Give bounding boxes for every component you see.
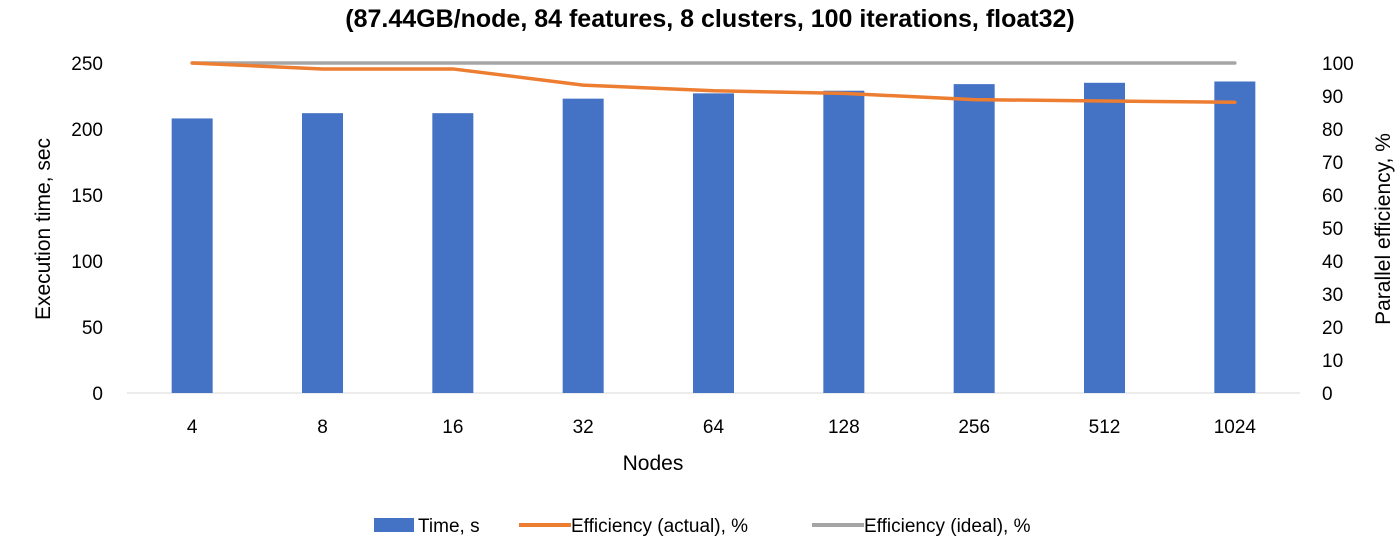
x-tick-label: 512: [1089, 417, 1121, 438]
y-tick-label: 150: [71, 186, 103, 207]
y-tick-label: 0: [92, 384, 103, 405]
bar-time-32: [562, 98, 604, 393]
x-tick-label: 256: [958, 417, 990, 438]
line-series: [190, 61, 1237, 105]
x-tick-label: 32: [573, 417, 594, 438]
y2-tick-label: 0: [1322, 384, 1333, 405]
x-tick-label: 128: [828, 417, 860, 438]
x-tick-label: 8: [317, 417, 328, 438]
y2-tick-label: 100: [1322, 54, 1354, 75]
bar-time-16: [432, 113, 474, 393]
y2-tick-label: 10: [1322, 351, 1343, 372]
legend: Time, s Efficiency (actual), % Efficiency …: [374, 516, 1031, 537]
bar-time-256: [953, 84, 995, 394]
y2-axis-ticks: 0 10 20 30 40 50 60 70 80 90 100: [1322, 54, 1354, 405]
legend-label: Time, s: [418, 516, 480, 537]
y2-tick-label: 40: [1322, 252, 1343, 273]
y-tick-label: 100: [71, 252, 103, 273]
bar-time-64: [693, 93, 734, 394]
y-axis-label: Execution time, sec: [32, 138, 55, 320]
x-tick-label: 1024: [1214, 417, 1257, 438]
bar-time-4: [171, 118, 213, 393]
x-axis-ticks: 4 8 16 32 64 128 256 512 1024: [187, 417, 1257, 438]
legend-label: Efficiency (ideal), %: [864, 516, 1031, 537]
x-tick-label: 4: [187, 417, 198, 438]
y2-tick-label: 30: [1322, 285, 1343, 306]
y2-tick-label: 90: [1322, 87, 1343, 108]
y-tick-label: 200: [71, 120, 103, 141]
chart-title: (87.44GB/node, 84 features, 8 clusters, …: [345, 5, 1074, 33]
y2-tick-label: 60: [1322, 186, 1343, 207]
line-efficiency-actual: [190, 61, 1237, 105]
legend-swatch-time: [374, 518, 414, 532]
y-tick-label: 250: [71, 54, 103, 75]
x-axis-label: Nodes: [623, 452, 684, 475]
x-tick-label: 64: [703, 417, 725, 438]
y2-axis-label: Parallel efficiency, %: [1372, 133, 1395, 325]
bar-time-1024: [1214, 81, 1256, 393]
y-tick-label: 50: [82, 318, 103, 339]
bar-time-8: [302, 113, 343, 393]
y2-tick-label: 70: [1322, 153, 1343, 174]
bar-series: [171, 81, 1256, 394]
y2-tick-label: 50: [1322, 219, 1343, 240]
y2-tick-label: 80: [1322, 120, 1343, 141]
x-tick-label: 16: [442, 417, 463, 438]
y2-tick-label: 20: [1322, 318, 1343, 339]
y-axis-ticks: 0 50 100 150 200 250: [71, 54, 103, 405]
bar-time-128: [823, 90, 865, 393]
legend-label: Efficiency (actual), %: [571, 516, 748, 537]
bar-time-512: [1084, 82, 1125, 394]
